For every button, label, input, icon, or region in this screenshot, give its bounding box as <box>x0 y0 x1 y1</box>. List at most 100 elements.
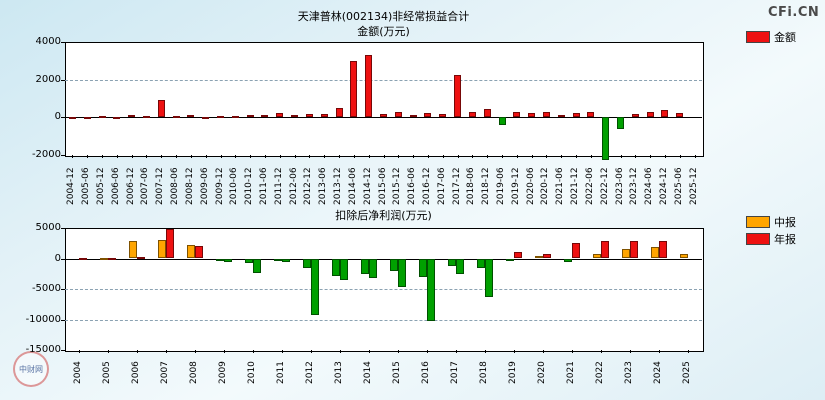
x-axis-tick-label: 2021-12 <box>570 167 581 205</box>
bar <box>468 111 476 118</box>
y-axis-tick <box>61 79 65 81</box>
y-axis-tick <box>61 350 65 351</box>
bar <box>83 117 91 120</box>
bar <box>650 246 659 259</box>
x-axis-tick-label: 2009 <box>218 361 229 384</box>
x-axis-tick <box>658 350 660 353</box>
x-axis-tick-label: 2022-06 <box>584 167 595 205</box>
x-axis-tick <box>137 350 139 353</box>
x-axis-tick <box>426 350 428 353</box>
bar <box>498 117 506 125</box>
x-axis-tick <box>398 155 400 158</box>
x-axis-tick <box>264 155 266 158</box>
x-axis-tick <box>72 155 74 158</box>
bar <box>335 108 343 118</box>
top-chart-subtitle: 金额(万元) <box>357 25 410 38</box>
x-axis-tick-label: 2019-12 <box>510 167 521 205</box>
x-axis-tick-label: 2025 <box>681 361 692 384</box>
bar <box>397 258 406 287</box>
bar <box>658 240 667 259</box>
cfi-brand-logo: CFi.CN <box>768 5 820 20</box>
x-axis-tick-label: 2007-12 <box>155 167 166 205</box>
bar <box>394 111 402 118</box>
x-axis-tick <box>679 155 681 158</box>
bar <box>409 114 417 118</box>
x-axis-tick <box>294 155 296 158</box>
x-axis-tick <box>190 155 192 158</box>
x-axis-tick <box>687 350 689 353</box>
bar <box>557 114 565 118</box>
x-axis-tick <box>531 155 533 158</box>
x-axis-tick-label: 2022-12 <box>599 167 610 205</box>
bar <box>320 114 328 118</box>
y-axis-tick <box>61 289 65 290</box>
x-axis-tick <box>442 155 444 158</box>
gridline <box>65 79 702 81</box>
y-axis-tick-label: 0 <box>54 252 61 264</box>
bar <box>129 241 138 259</box>
y-axis-tick-label: 4000 <box>35 36 61 47</box>
legend-label-annual: 年报 <box>774 233 796 246</box>
x-axis-tick-label: 2019 <box>507 361 518 384</box>
y-axis-tick-label: -5000 <box>31 283 61 294</box>
x-axis-tick-label: 2006-06 <box>110 167 121 205</box>
y-axis-tick-label: 0 <box>54 111 61 123</box>
x-axis-tick <box>369 350 371 353</box>
x-axis-tick <box>576 155 578 158</box>
x-axis-tick <box>195 350 197 353</box>
x-axis-tick-label: 2025-12 <box>688 167 699 205</box>
y-axis-tick <box>61 319 65 321</box>
x-axis-tick-label: 2016 <box>420 361 431 384</box>
top-chart-plot-area <box>65 42 704 157</box>
x-axis-tick <box>664 155 666 158</box>
x-axis-tick <box>487 155 489 158</box>
x-axis-tick-label: 2008-12 <box>184 167 195 205</box>
x-axis-tick-label: 2015 <box>391 361 402 384</box>
x-axis-tick-label: 2011-12 <box>273 167 284 205</box>
bar <box>108 257 117 260</box>
x-axis-tick <box>340 350 342 353</box>
bar <box>426 258 435 322</box>
bar <box>602 117 610 160</box>
bar <box>274 258 283 261</box>
x-axis-tick <box>516 155 518 158</box>
bar <box>311 258 320 315</box>
bar <box>187 115 195 118</box>
x-axis-tick-label: 2005-06 <box>81 167 92 205</box>
x-axis-tick-label: 2025-06 <box>673 167 684 205</box>
x-axis-tick-label: 2004 <box>73 361 84 384</box>
bottom-chart-title: 扣除后净利润(万元) <box>335 209 432 222</box>
x-axis-tick <box>513 350 515 353</box>
bar <box>282 258 291 263</box>
bar <box>513 111 521 118</box>
bar <box>454 74 462 118</box>
x-axis-tick-label: 2006-12 <box>125 167 136 205</box>
x-axis-tick-label: 2015-06 <box>377 167 388 205</box>
x-axis-tick-label: 2015-12 <box>392 167 403 205</box>
x-axis-tick-label: 2007-06 <box>140 167 151 205</box>
x-axis-tick-label: 2024 <box>652 361 663 384</box>
bar <box>217 115 225 118</box>
x-axis-tick-label: 2019-06 <box>496 167 506 205</box>
x-axis-tick-label: 2018-06 <box>466 167 477 205</box>
x-axis-tick <box>694 155 696 158</box>
bar <box>340 258 349 281</box>
x-axis-tick-label: 2017-06 <box>436 167 447 205</box>
x-axis-tick <box>339 155 341 158</box>
x-axis-tick-label: 2013-12 <box>333 167 344 205</box>
x-axis-tick-label: 2023-12 <box>629 167 640 205</box>
x-axis-tick <box>279 155 281 158</box>
x-axis-tick <box>600 350 602 353</box>
x-axis-tick <box>146 155 148 158</box>
x-axis-tick-label: 2014 <box>363 361 374 384</box>
x-axis-tick-label: 2014-06 <box>347 167 358 205</box>
x-axis-tick <box>220 155 222 158</box>
legend-swatch-midreport <box>746 216 770 228</box>
x-axis-tick-label: 2017-12 <box>451 167 462 205</box>
bar <box>68 117 76 120</box>
x-axis-tick <box>629 350 631 353</box>
bar <box>291 115 299 118</box>
bar <box>418 258 427 277</box>
x-axis-tick-label: 2006 <box>131 361 142 384</box>
legend-label-midreport: 中报 <box>774 216 796 229</box>
